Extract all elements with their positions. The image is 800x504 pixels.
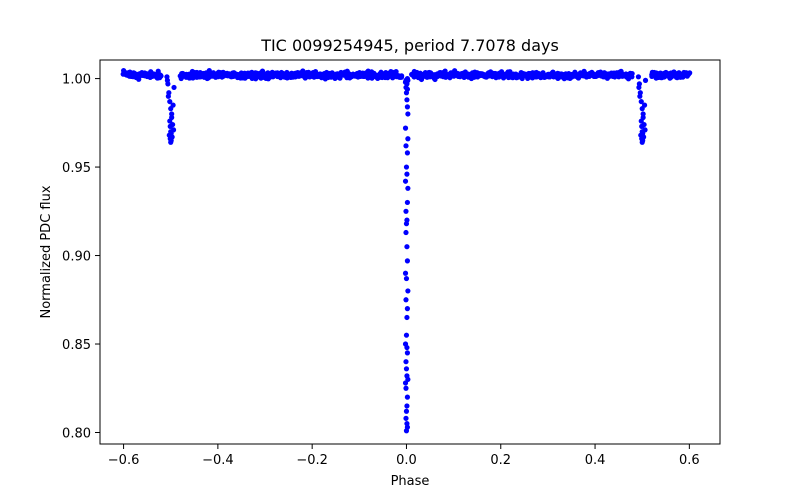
data-point [641, 102, 648, 108]
data-point [642, 77, 649, 83]
data-point [636, 84, 642, 91]
data-point [404, 86, 411, 92]
data-point [403, 366, 410, 372]
data-point [167, 123, 173, 129]
data-point [405, 136, 411, 142]
data-point [404, 344, 410, 351]
data-point [405, 288, 411, 294]
chart-title: TIC 0099254945, period 7.7078 days [260, 36, 559, 55]
data-point [404, 199, 411, 206]
data-point [404, 258, 411, 264]
data-point [639, 123, 645, 129]
data-point [404, 75, 411, 82]
y-tick-label: 1.00 [62, 73, 91, 88]
data-point [403, 385, 409, 391]
x-axis-label: Phase [391, 474, 430, 489]
data-point [399, 73, 405, 79]
data-point [403, 332, 410, 338]
data-point [158, 73, 164, 79]
data-point [168, 139, 174, 145]
data-point [404, 171, 410, 177]
data-point [403, 275, 410, 282]
data-point [635, 74, 642, 80]
data-point [629, 70, 635, 77]
data-point [404, 306, 411, 312]
data-point [169, 111, 175, 117]
y-tick-label: 0.90 [62, 250, 91, 265]
data-point [170, 102, 176, 108]
data-point [405, 185, 411, 191]
data-point [640, 111, 646, 117]
data-point [403, 428, 410, 434]
data-point [167, 118, 173, 124]
data-point [402, 270, 409, 276]
data-point [404, 104, 411, 110]
data-point [638, 98, 644, 105]
data-point [403, 415, 409, 421]
data-point [404, 150, 411, 156]
data-point [404, 403, 410, 409]
data-point [403, 164, 410, 170]
data-point [637, 93, 643, 99]
data-point [405, 111, 411, 117]
data-point [403, 297, 409, 303]
data-point [402, 380, 409, 386]
data-point [403, 143, 409, 149]
data-point [168, 130, 174, 137]
data-point [404, 244, 410, 250]
data-point [687, 70, 693, 76]
data-point [404, 97, 410, 103]
x-tick-label: 0.6 [679, 453, 700, 468]
x-tick-label: 0.4 [585, 453, 606, 468]
data-point [640, 130, 646, 137]
data-point [165, 93, 171, 99]
x-axis: −0.6 −0.4 −0.2 0.0 0.2 0.4 0.6 [108, 444, 700, 468]
y-tick-label: 0.95 [62, 161, 91, 176]
data-point [639, 139, 645, 145]
data-points [120, 68, 693, 434]
x-tick-label: −0.2 [296, 453, 328, 468]
plot-area-frame [99, 59, 721, 445]
y-tick-label: 0.80 [62, 426, 91, 441]
data-point [404, 314, 410, 321]
data-point [403, 408, 410, 414]
data-point [402, 125, 409, 131]
x-tick-label: 0.0 [396, 453, 417, 468]
data-point [402, 178, 409, 184]
data-point [393, 69, 399, 75]
x-tick-label: −0.6 [108, 453, 140, 468]
y-axis-label: Normalized PDC flux [39, 185, 54, 318]
data-point [403, 229, 409, 236]
x-tick-label: −0.4 [202, 453, 234, 468]
data-point [164, 77, 171, 83]
y-axis: 0.80 0.85 0.90 0.95 1.00 [62, 73, 100, 441]
data-point [404, 350, 411, 356]
data-point [167, 98, 173, 105]
x-tick-label: 0.2 [490, 453, 511, 468]
data-point [403, 221, 410, 227]
data-point [403, 359, 409, 365]
data-point [403, 208, 409, 214]
data-point [638, 118, 644, 124]
data-point [404, 394, 411, 400]
y-tick-label: 0.85 [62, 338, 91, 353]
data-point [171, 84, 177, 91]
